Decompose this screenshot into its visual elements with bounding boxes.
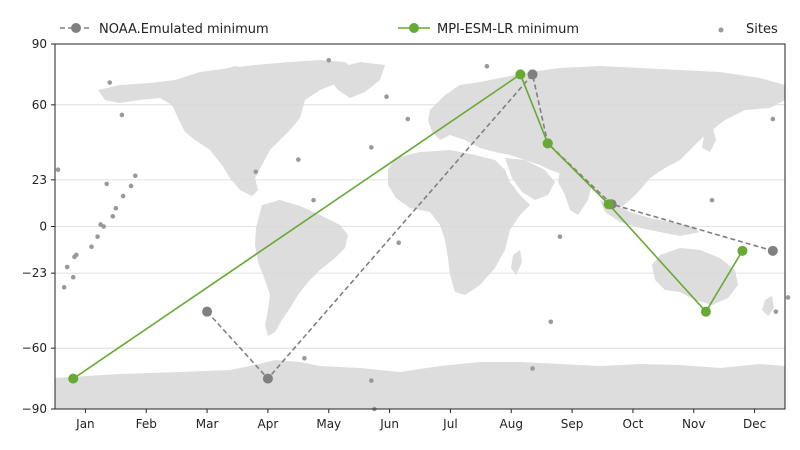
legend-mpi-marker (409, 23, 419, 33)
noaa-point (262, 373, 273, 384)
world-map (55, 60, 785, 409)
x-axis: Jan Feb Mar Apr May Jun Jul Aug Sep Oct Nov Dec (75, 409, 766, 431)
site-point (95, 234, 100, 239)
site-point (369, 145, 374, 150)
land-greenland (330, 62, 385, 98)
land-africa (388, 150, 530, 295)
legend: NOAA.Emulated minimum MPI-ESM-LR minimum… (60, 22, 778, 37)
noaa-series-line (206, 72, 774, 380)
site-point (557, 234, 563, 239)
noaa-point (527, 69, 538, 80)
x-tick-label: Oct (623, 417, 644, 431)
sites-layer (55, 57, 791, 412)
mpi-point (700, 306, 711, 317)
x-tick-label: Dec (743, 417, 766, 431)
site-point (326, 57, 332, 63)
legend-noaa-marker (71, 23, 81, 33)
site-point (128, 183, 134, 189)
plot-area (54, 43, 791, 412)
site-point (396, 240, 402, 246)
x-tick-label: Nov (682, 417, 705, 431)
site-point (64, 264, 70, 270)
y-tick-label: 23 (32, 173, 47, 187)
y-tick-label: −60 (22, 341, 47, 355)
site-point (89, 244, 94, 250)
site-point (107, 80, 113, 85)
x-tick-label: Jul (442, 417, 457, 431)
site-point (104, 181, 110, 187)
legend-noaa-label: NOAA.Emulated minimum (99, 22, 269, 37)
site-point (548, 319, 554, 325)
y-tick-label: −90 (22, 402, 47, 416)
mpi-series-line (72, 73, 744, 380)
site-point (253, 169, 259, 175)
x-tick-label: Feb (136, 417, 157, 431)
site-point (120, 193, 126, 199)
mpi-point (515, 69, 526, 80)
land-new-zealand (762, 296, 774, 316)
legend-sites-marker (718, 27, 724, 33)
y-tick-label: −23 (22, 266, 47, 280)
site-point (302, 356, 307, 361)
site-point (773, 309, 779, 314)
site-point (296, 157, 301, 162)
x-tick-label: May (316, 417, 341, 431)
x-tick-label: Sep (561, 417, 584, 431)
site-point (484, 64, 490, 69)
x-tick-label: Jan (75, 417, 95, 431)
land-japan (702, 125, 716, 152)
y-tick-label: 0 (39, 220, 47, 234)
y-tick-label: 60 (32, 98, 47, 112)
site-point (133, 173, 138, 179)
land-north-america (98, 60, 355, 196)
site-point (55, 167, 61, 173)
land-india (558, 172, 592, 215)
land-eurasia (428, 66, 785, 208)
y-axis: 90 60 23 0 −23 −60 −90 (22, 37, 55, 416)
site-point (73, 252, 79, 258)
site-point (311, 197, 316, 203)
land-south-america (255, 200, 348, 336)
site-point (405, 116, 411, 122)
x-tick-label: Mar (196, 417, 219, 431)
x-tick-label: Jun (379, 417, 399, 431)
mpi-point (542, 138, 553, 149)
site-point (369, 378, 374, 383)
site-point (70, 274, 76, 280)
site-point (770, 116, 776, 122)
site-point (384, 94, 389, 100)
land-southeast-asia (600, 200, 700, 236)
legend-mpi-label: MPI-ESM-LR minimum (437, 22, 579, 37)
noaa-point (767, 245, 778, 256)
site-point (101, 224, 106, 229)
noaa-point (202, 306, 213, 317)
land-antarctica (55, 360, 785, 409)
site-point (709, 197, 715, 203)
site-point (530, 366, 535, 371)
site-point (61, 285, 67, 290)
x-tick-label: Apr (258, 417, 279, 431)
site-point (119, 112, 125, 118)
mpi-point (603, 199, 614, 210)
site-point (110, 214, 116, 219)
land-arabia (505, 158, 555, 200)
land-madagascar (511, 250, 522, 275)
site-point (113, 205, 119, 211)
y-tick-label: 90 (32, 37, 47, 51)
mpi-point (737, 245, 748, 256)
mpi-point (68, 373, 79, 384)
land-arctic-islands (215, 64, 300, 80)
legend-sites-label: Sites (746, 22, 778, 37)
series-layer (68, 69, 778, 384)
land-australia (652, 248, 738, 305)
site-point (785, 295, 791, 300)
x-tick-label: Aug (500, 417, 523, 431)
